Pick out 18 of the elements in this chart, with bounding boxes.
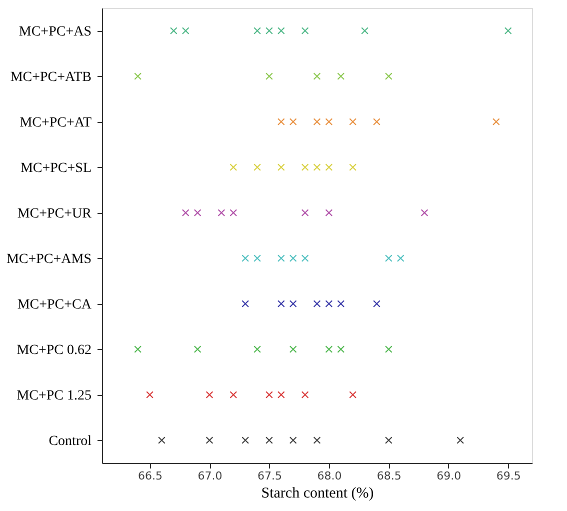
- x-tick-label: 69.5: [496, 470, 521, 482]
- x-axis-title: Starch content (%): [261, 486, 374, 502]
- y-tick-label: MC+PC 0.62: [16, 342, 92, 358]
- y-tick-label: MC+PC+SL: [20, 160, 92, 176]
- y-tick-label: MC+PC+UR: [17, 206, 92, 222]
- x-tick-label: 68.0: [317, 470, 342, 482]
- x-tick-label: 67.5: [257, 470, 282, 482]
- y-tick-label: MC+PC+AMS: [6, 252, 92, 267]
- x-tick-label: 68.5: [376, 470, 402, 482]
- y-tick-label: MC+PC 1.25: [16, 388, 92, 404]
- x-tick-label: 66.5: [138, 470, 163, 482]
- y-tick-label: MC+PC+AT: [20, 115, 92, 130]
- y-tick-label: Control: [48, 434, 92, 449]
- x-tick-label: 67.0: [198, 470, 222, 482]
- x-tick-label: 69.0: [436, 470, 462, 482]
- y-tick-label: MC+PC+CA: [17, 297, 92, 312]
- y-tick-label: MC+PC+ATB: [10, 70, 92, 85]
- y-tick-label: MC+PC+AS: [18, 24, 92, 40]
